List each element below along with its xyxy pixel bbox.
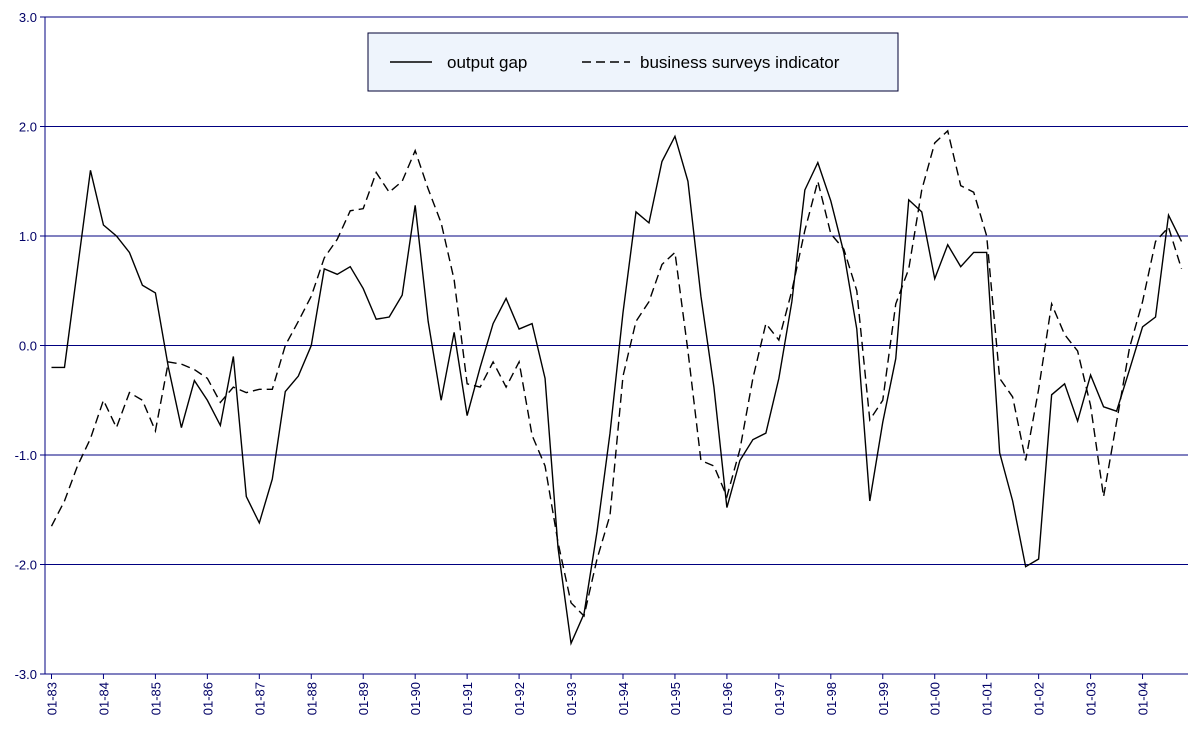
legend-label: output gap bbox=[447, 53, 527, 72]
x-tick-label: 01-86 bbox=[200, 682, 215, 715]
x-tick-label: 01-04 bbox=[1136, 682, 1151, 715]
x-tick-label: 01-94 bbox=[616, 682, 631, 715]
x-tick-label: 01-83 bbox=[44, 682, 59, 715]
legend-box bbox=[367, 32, 899, 92]
series-line bbox=[50, 129, 1183, 618]
x-tick-label: 01-98 bbox=[824, 682, 839, 715]
legend: output gap business surveys indicator bbox=[367, 32, 899, 92]
y-tick-label: 3.0 bbox=[19, 10, 37, 25]
x-tick-label: 01-95 bbox=[668, 682, 683, 715]
x-tick-label: 01-01 bbox=[980, 682, 995, 715]
x-tick-label: 01-02 bbox=[1032, 682, 1047, 715]
x-tick-label: 01-00 bbox=[928, 682, 943, 715]
x-tick-label: 01-92 bbox=[512, 682, 527, 715]
y-tick-label: -1.0 bbox=[15, 448, 37, 463]
x-tick-label: 01-96 bbox=[720, 682, 735, 715]
y-tick-label: 0.0 bbox=[19, 339, 37, 354]
x-tick-label: 01-88 bbox=[304, 682, 319, 715]
x-tick-label: 01-91 bbox=[460, 682, 475, 715]
series-line bbox=[51, 134, 1183, 646]
legend-label: business surveys indicator bbox=[640, 53, 840, 72]
x-tick-label: 01-87 bbox=[252, 682, 267, 715]
y-tick-label: 2.0 bbox=[19, 120, 37, 135]
x-tick-label: 01-93 bbox=[564, 682, 579, 715]
x-tick-label: 01-89 bbox=[356, 682, 371, 715]
x-tick-label: 01-97 bbox=[772, 682, 787, 715]
x-tick-label: 01-99 bbox=[876, 682, 891, 715]
y-tick-label: 1.0 bbox=[19, 229, 37, 244]
x-tick-label: 01-03 bbox=[1084, 682, 1099, 715]
y-tick-label: -3.0 bbox=[15, 667, 37, 682]
x-tick-label: 01-85 bbox=[148, 682, 163, 715]
x-tick-label: 01-90 bbox=[408, 682, 423, 715]
x-tick-label: 01-84 bbox=[96, 682, 111, 715]
y-tick-label: -2.0 bbox=[15, 558, 37, 573]
